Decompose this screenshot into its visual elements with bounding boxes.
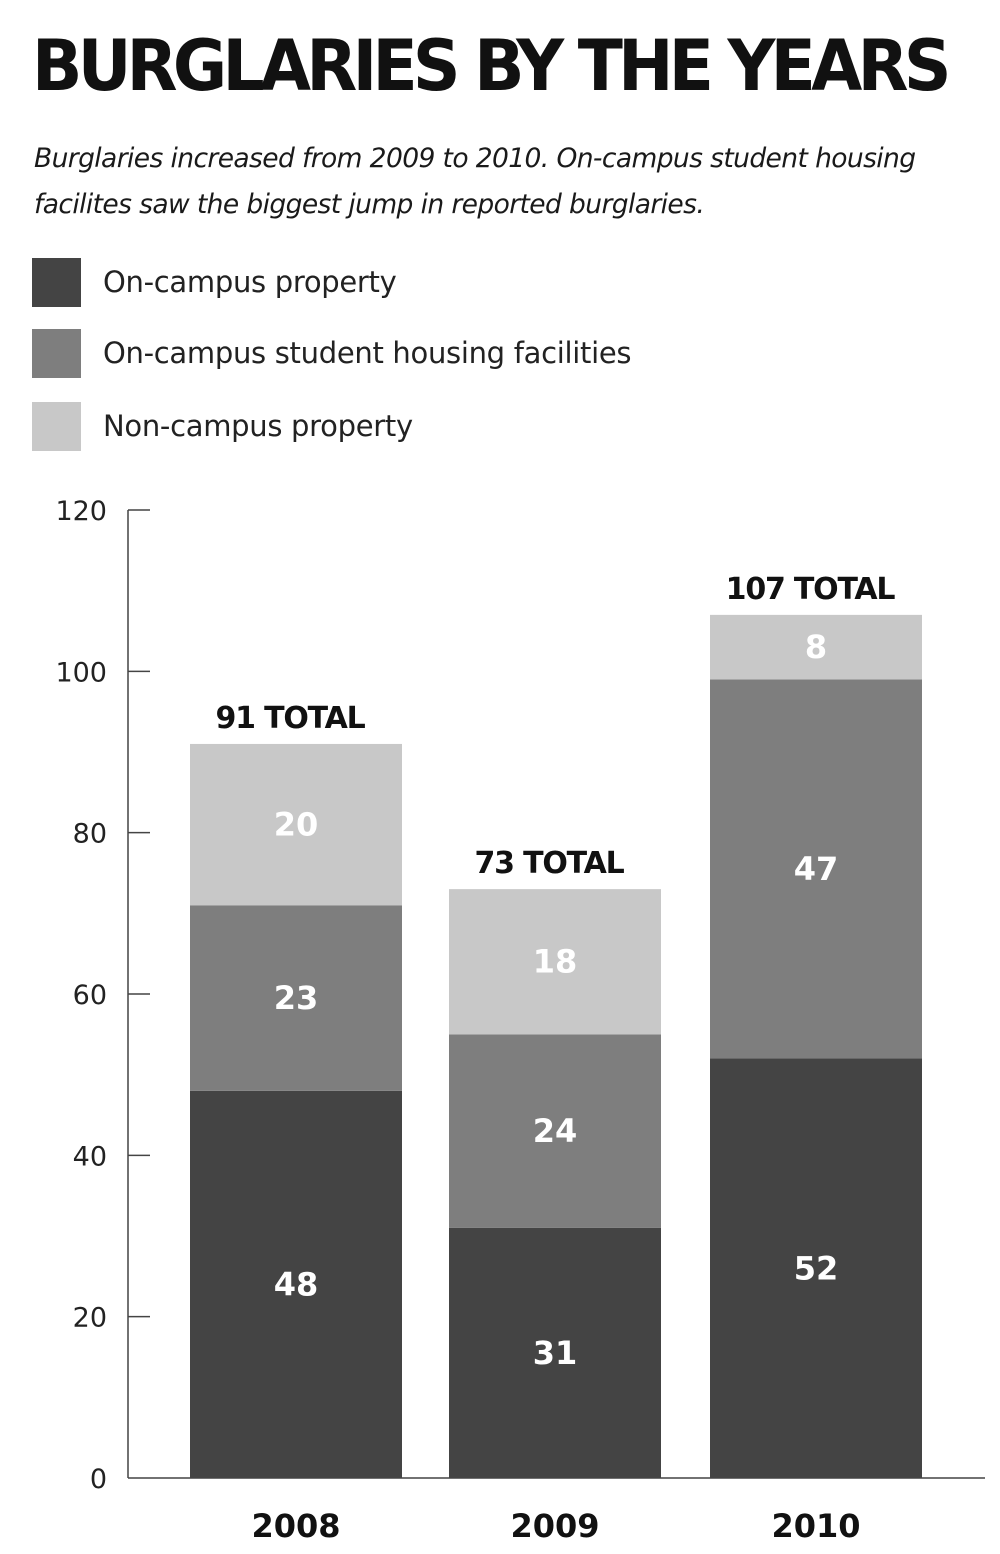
segment-value-label: 8	[805, 628, 827, 666]
chart-subtitle: Burglaries increased from 2009 to 2010. …	[34, 143, 916, 220]
total-label: 91 TOTAL	[215, 701, 365, 736]
bar-segment	[449, 1227, 661, 1478]
segment-value-label: 52	[794, 1249, 839, 1287]
segment-value-label: 47	[794, 850, 839, 888]
x-category-label: 2008	[251, 1507, 340, 1545]
segment-value-label: 48	[274, 1265, 319, 1303]
y-tick-label: 20	[73, 1303, 107, 1334]
y-tick-label: 80	[73, 819, 107, 850]
y-tick-label: 60	[73, 980, 107, 1011]
x-category-label: 2009	[510, 1507, 599, 1545]
bar-segment	[710, 614, 922, 680]
segment-value-label: 31	[533, 1334, 578, 1372]
y-tick-label: 40	[73, 1141, 107, 1172]
segment-value-label: 20	[274, 806, 319, 844]
bar-segment	[449, 1034, 661, 1228]
bar-segment	[449, 889, 661, 1035]
legend-swatch-non-campus-property	[32, 402, 81, 451]
y-tick-label: 100	[55, 657, 107, 688]
total-label: 73 TOTAL	[474, 846, 624, 881]
legend-label-non-campus-property: Non-campus property	[103, 409, 413, 443]
bar-segment	[190, 1090, 402, 1478]
segment-value-label: 23	[274, 979, 319, 1017]
x-category-label: 2010	[771, 1507, 860, 1545]
segment-value-label: 24	[533, 1112, 578, 1150]
labels: 48 23 20 91 TOTAL 2008 31 24 18 73 TOTAL 2009 52 47…	[215, 572, 896, 1545]
bars	[190, 614, 922, 1478]
stacked-bar-chart: 0 20 40 60 80 100 120 48 23 20 91 TOTAL 2008 31 24 18…	[55, 496, 985, 1545]
legend-label-student-housing: On-campus student housing facilities	[103, 336, 632, 370]
y-tick-label: 120	[55, 496, 107, 527]
legend-label-on-campus-property: On-campus property	[103, 265, 397, 299]
chart-title: BURGLARIES BY THE YEARS	[32, 25, 951, 107]
segment-value-label: 18	[533, 943, 578, 981]
axes: 0 20 40 60 80 100 120	[55, 496, 985, 1495]
bar-segment	[190, 905, 402, 1091]
legend-swatch-on-campus-property	[32, 258, 81, 307]
total-label: 107 TOTAL	[726, 572, 896, 607]
legend-swatch-student-housing	[32, 329, 81, 378]
y-tick-label: 0	[90, 1464, 107, 1495]
bar-segment	[710, 679, 922, 1059]
bar-segment	[190, 743, 402, 906]
bar-segment	[710, 1058, 922, 1478]
